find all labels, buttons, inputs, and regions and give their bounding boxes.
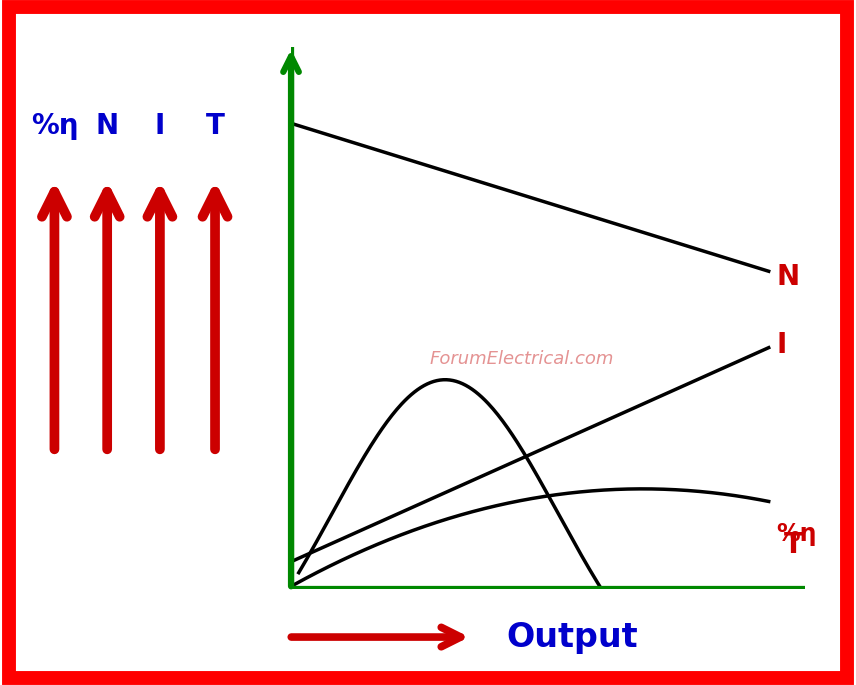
Text: T: T [784,532,803,559]
Text: ForumElectrical.com: ForumElectrical.com [430,350,615,368]
Text: I: I [155,112,165,140]
Text: %η: %η [776,523,817,547]
Text: Output: Output [507,621,638,653]
Text: N: N [776,263,800,290]
Text: T: T [205,112,224,140]
Text: N: N [96,112,119,140]
Text: %η: %η [31,112,78,140]
Text: I: I [776,331,787,359]
